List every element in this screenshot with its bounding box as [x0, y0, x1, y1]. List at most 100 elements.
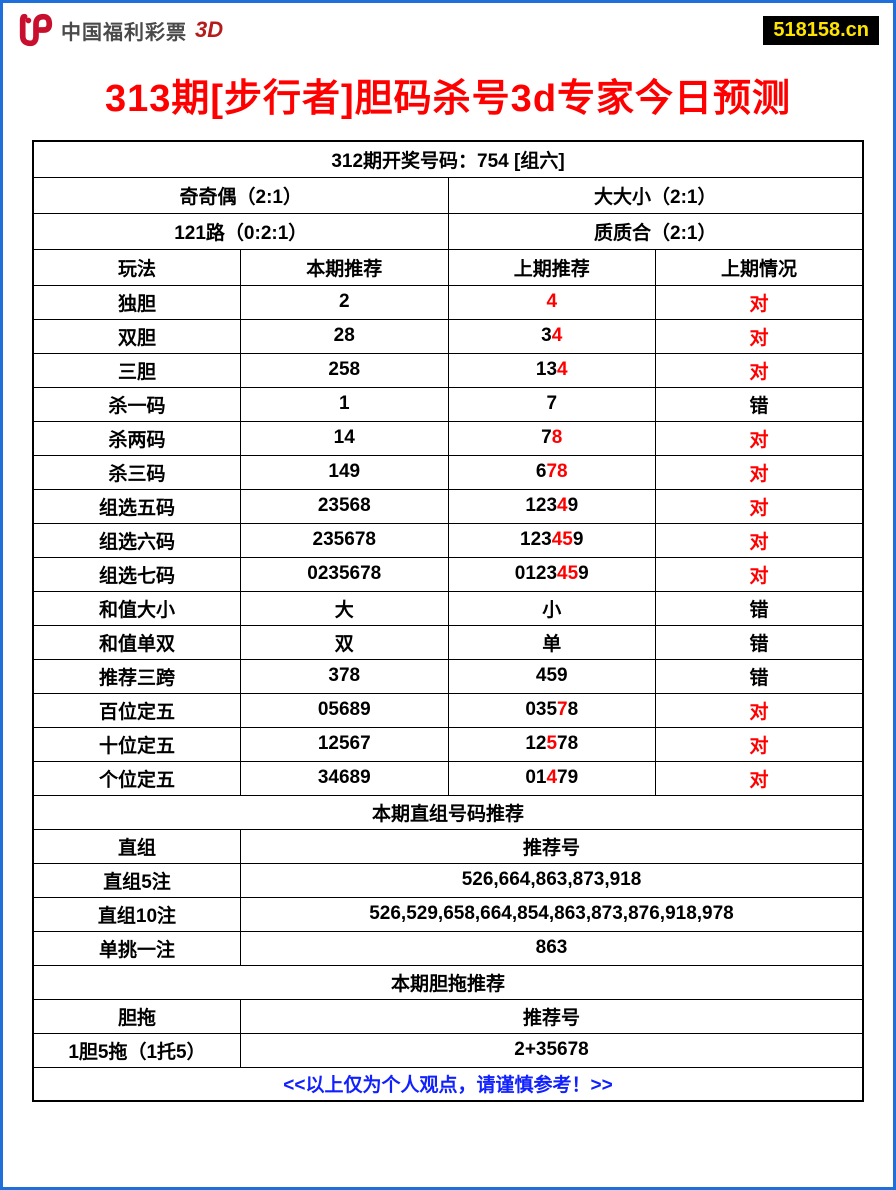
logo-area: 中国福利彩票 3D	[17, 11, 223, 49]
playtype-cell: 独胆	[33, 285, 241, 319]
table-row: 杀一码17错	[33, 387, 863, 421]
previous-rec-cell: 134	[448, 353, 656, 387]
meta-prime: 质质合（2:1）	[448, 213, 863, 249]
playtype-cell: 三胆	[33, 353, 241, 387]
playtype-cell: 十位定五	[33, 727, 241, 761]
header: 中国福利彩票 3D 518158.cn	[3, 3, 893, 53]
current-rec-cell: 0235678	[241, 557, 449, 591]
playtype-cell: 组选六码	[33, 523, 241, 557]
status-cell: 对	[656, 693, 864, 727]
status-cell: 对	[656, 353, 864, 387]
current-rec-cell: 12567	[241, 727, 449, 761]
section2-header-right: 推荐号	[241, 829, 864, 863]
table-row: 组选五码2356812349对	[33, 489, 863, 523]
section2-title: 本期直组号码推荐	[33, 795, 863, 829]
current-rec-cell: 14	[241, 421, 449, 455]
table-row: 三胆258134对	[33, 353, 863, 387]
combo-type-cell: 单挑一注	[33, 931, 241, 965]
section3-header-left: 胆拖	[33, 999, 241, 1033]
status-cell: 错	[656, 625, 864, 659]
previous-rec-cell: 12578	[448, 727, 656, 761]
current-rec-cell: 双	[241, 625, 449, 659]
table-row: 独胆24对	[33, 285, 863, 319]
status-cell: 对	[656, 455, 864, 489]
table-row: 1胆5拖（1托5）2+35678	[33, 1033, 863, 1067]
status-cell: 对	[656, 285, 864, 319]
previous-rec-cell: 03578	[448, 693, 656, 727]
table-row: 杀三码149678对	[33, 455, 863, 489]
playtype-cell: 百位定五	[33, 693, 241, 727]
previous-rec-cell: 123459	[448, 523, 656, 557]
footer-disclaimer: <<以上仅为个人观点，请谨慎参考！>>	[33, 1067, 863, 1101]
page-title: 313期[步行者]胆码杀号3d专家今日预测	[3, 53, 893, 140]
previous-rec-cell: 34	[448, 319, 656, 353]
col-header-status: 上期情况	[656, 249, 864, 285]
playtype-cell: 和值大小	[33, 591, 241, 625]
current-rec-cell: 149	[241, 455, 449, 489]
status-cell: 对	[656, 319, 864, 353]
lottery-logo-icon	[17, 11, 55, 49]
current-rec-cell: 258	[241, 353, 449, 387]
previous-rec-cell: 4	[448, 285, 656, 319]
previous-rec-cell: 459	[448, 659, 656, 693]
playtype-cell: 杀三码	[33, 455, 241, 489]
logo-3d-suffix: 3D	[195, 17, 223, 43]
meta-big-small: 大大小（2:1）	[448, 177, 863, 213]
previous-rec-cell: 12349	[448, 489, 656, 523]
previous-rec-cell: 0123459	[448, 557, 656, 591]
current-rec-cell: 28	[241, 319, 449, 353]
status-cell: 对	[656, 523, 864, 557]
current-rec-cell: 05689	[241, 693, 449, 727]
current-rec-cell: 大	[241, 591, 449, 625]
combo-type-cell: 直组10注	[33, 897, 241, 931]
col-header-playtype: 玩法	[33, 249, 241, 285]
table-row: 推荐三跨378459错	[33, 659, 863, 693]
current-rec-cell: 378	[241, 659, 449, 693]
playtype-cell: 个位定五	[33, 761, 241, 795]
table-row: 直组10注526,529,658,664,854,863,873,876,918…	[33, 897, 863, 931]
current-rec-cell: 34689	[241, 761, 449, 795]
playtype-cell: 杀两码	[33, 421, 241, 455]
current-rec-cell: 2	[241, 285, 449, 319]
table-row: 十位定五1256712578对	[33, 727, 863, 761]
playtype-cell: 杀一码	[33, 387, 241, 421]
col-header-current: 本期推荐	[241, 249, 449, 285]
status-cell: 对	[656, 489, 864, 523]
table-row: 组选七码02356780123459对	[33, 557, 863, 591]
table-row: 直组5注526,664,863,873,918	[33, 863, 863, 897]
section3-header-right: 推荐号	[241, 999, 864, 1033]
previous-rec-cell: 678	[448, 455, 656, 489]
status-cell: 错	[656, 591, 864, 625]
current-rec-cell: 23568	[241, 489, 449, 523]
status-cell: 对	[656, 761, 864, 795]
previous-rec-cell: 78	[448, 421, 656, 455]
previous-rec-cell: 单	[448, 625, 656, 659]
meta-road: 121路（0:2:1）	[33, 213, 448, 249]
table-row: 和值单双双单错	[33, 625, 863, 659]
prediction-table: 312期开奖号码：754 [组六] 奇奇偶（2:1） 大大小（2:1） 121路…	[32, 140, 864, 1102]
previous-rec-cell: 7	[448, 387, 656, 421]
dantu-value-cell: 2+35678	[241, 1033, 864, 1067]
previous-rec-cell: 小	[448, 591, 656, 625]
col-header-previous: 上期推荐	[448, 249, 656, 285]
status-cell: 错	[656, 659, 864, 693]
playtype-cell: 组选七码	[33, 557, 241, 591]
playtype-cell: 双胆	[33, 319, 241, 353]
status-cell: 对	[656, 421, 864, 455]
status-cell: 对	[656, 557, 864, 591]
table-row: 个位定五3468901479对	[33, 761, 863, 795]
table-row: 百位定五0568903578对	[33, 693, 863, 727]
logo-text: 中国福利彩票	[61, 16, 187, 45]
combo-value-cell: 526,664,863,873,918	[241, 863, 864, 897]
playtype-cell: 组选五码	[33, 489, 241, 523]
table-row: 单挑一注863	[33, 931, 863, 965]
table-row: 杀两码1478对	[33, 421, 863, 455]
draw-result-banner: 312期开奖号码：754 [组六]	[33, 141, 863, 177]
table-row: 和值大小大小错	[33, 591, 863, 625]
meta-odd-even: 奇奇偶（2:1）	[33, 177, 448, 213]
combo-type-cell: 直组5注	[33, 863, 241, 897]
playtype-cell: 和值单双	[33, 625, 241, 659]
section2-header-left: 直组	[33, 829, 241, 863]
status-cell: 错	[656, 387, 864, 421]
current-rec-cell: 235678	[241, 523, 449, 557]
